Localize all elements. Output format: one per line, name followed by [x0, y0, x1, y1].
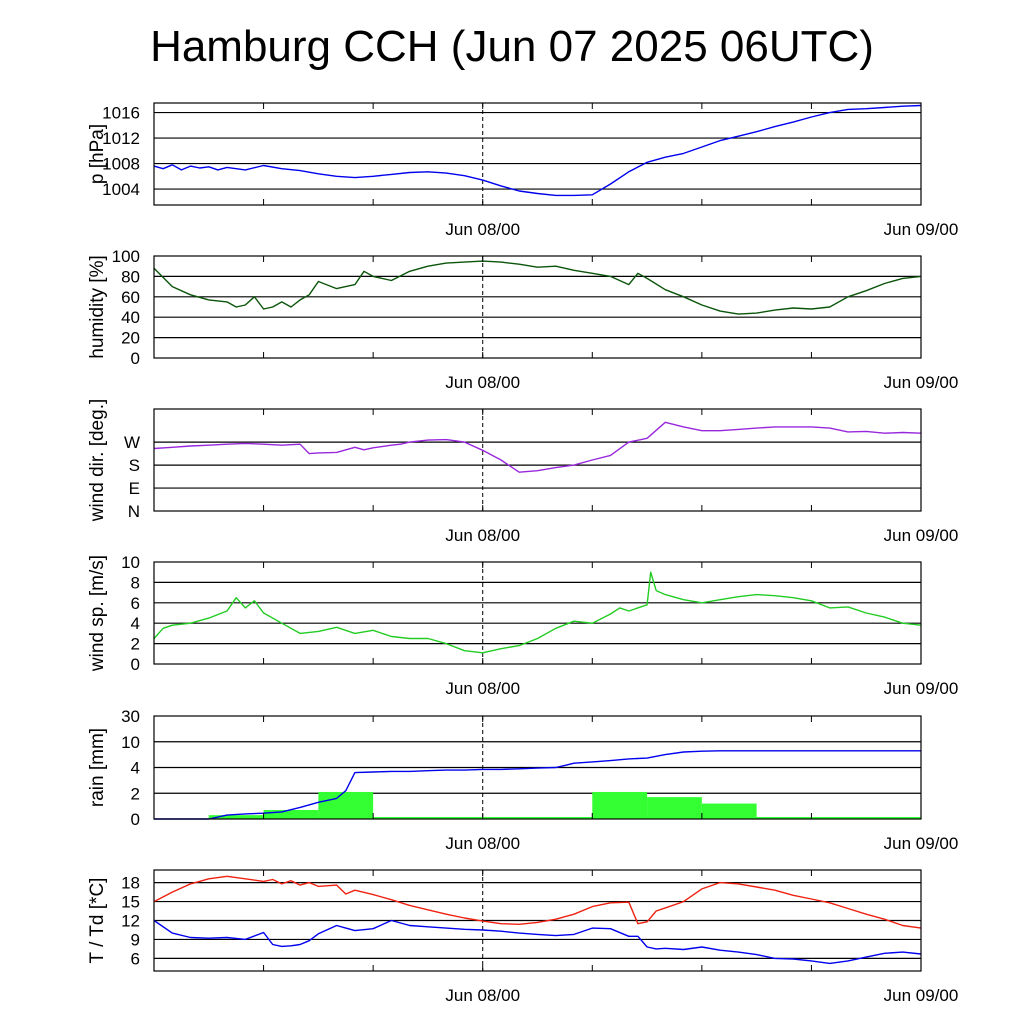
y-tick-label: E — [129, 479, 140, 498]
y-tick-label: 60 — [121, 288, 140, 307]
y-tick-label: 12 — [121, 912, 140, 931]
rain-panel: 0 2 4 10 30 Jun 08/00 Jun 09/00 rain [mm] — [87, 707, 958, 853]
x-tick-label: Jun 09/00 — [884, 373, 959, 392]
y-tick-label: 18 — [121, 874, 140, 893]
y-tick-label: 2 — [131, 784, 140, 803]
y-tick-label: 100 — [112, 247, 140, 266]
series-line-0-0 — [153, 104, 922, 197]
y-tick-label: 1008 — [102, 155, 140, 174]
y-axis-label: wind sp. [m/s] — [87, 555, 108, 672]
rain-bar — [701, 803, 757, 819]
y-tick-label: 4 — [131, 759, 140, 778]
y-tick-label: 4 — [131, 614, 140, 633]
y-tick-label: 2 — [131, 635, 140, 654]
series-line-1-0 — [153, 260, 922, 315]
plot-frame — [153, 408, 922, 512]
y-axis-label: p [hPa] — [87, 124, 108, 184]
x-tick-label: Jun 08/00 — [445, 526, 520, 545]
y-tick-label: W — [124, 433, 140, 452]
y-tick-label: 9 — [131, 930, 140, 949]
plot-frame — [153, 102, 922, 206]
plot-frame — [153, 715, 922, 820]
pressure-panel: 1004 1008 1012 1016 Jun 08/00 Jun 09/00 p [hPa… — [87, 102, 959, 239]
x-tick-label: Jun 09/00 — [884, 220, 959, 239]
y-tick-label: 0 — [131, 655, 140, 674]
wind-speed-panel: 02 46 810 Jun 08/00 Jun 09/00 wind sp. [m/s] — [87, 553, 958, 698]
series-line-2-0 — [153, 421, 922, 473]
y-tick-label: 1016 — [102, 104, 140, 123]
rain-bar — [647, 797, 702, 819]
y-tick-label: 30 — [121, 707, 140, 726]
x-tick-label: Jun 09/00 — [884, 526, 959, 545]
x-tick-label: Jun 08/00 — [445, 220, 520, 239]
y-tick-label: N — [128, 502, 140, 521]
y-tick-label: 15 — [121, 893, 140, 912]
series-line-4-0 — [154, 750, 921, 820]
chart-title: Hamburg CCH (Jun 07 2025 06UTC) — [150, 22, 874, 71]
rain-bar — [318, 791, 374, 819]
y-tick-label: 40 — [121, 308, 140, 327]
y-tick-label: 0 — [131, 810, 140, 829]
x-tick-label: Jun 08/00 — [445, 373, 520, 392]
series-line-5-1 — [153, 919, 922, 965]
x-tick-label: Jun 09/00 — [884, 834, 959, 853]
y-axis-label: humidity [%] — [87, 255, 108, 358]
y-tick-label: 0 — [131, 349, 140, 368]
y-tick-label: 10 — [121, 733, 140, 752]
series-line-5-0 — [153, 875, 922, 929]
y-axis-label: T / Td [*C] — [87, 878, 108, 964]
x-tick-label: Jun 09/00 — [884, 679, 959, 698]
rain-bar — [263, 809, 319, 819]
y-tick-label: 8 — [131, 573, 140, 592]
plot-frame — [153, 255, 922, 359]
y-axis-label: wind dir. [deg.] — [87, 399, 108, 523]
x-tick-label: Jun 09/00 — [884, 986, 959, 1005]
y-axis-label: rain [mm] — [87, 728, 108, 807]
y-tick-label: 10 — [121, 553, 140, 572]
series-line-3-0 — [153, 571, 922, 654]
plot-frame — [153, 561, 922, 665]
x-tick-label: Jun 08/00 — [445, 834, 520, 853]
y-tick-label: 6 — [131, 949, 140, 968]
y-tick-label: S — [129, 456, 140, 475]
plot-frame — [153, 869, 922, 972]
y-tick-label: 1012 — [102, 129, 140, 148]
x-tick-label: Jun 08/00 — [445, 679, 520, 698]
y-tick-label: 6 — [131, 594, 140, 613]
y-tick-label: 1004 — [102, 180, 140, 199]
y-tick-label: 80 — [121, 267, 140, 286]
y-tick-label: 20 — [121, 329, 140, 348]
rain-bar — [592, 791, 648, 819]
x-tick-label: Jun 08/00 — [445, 986, 520, 1005]
